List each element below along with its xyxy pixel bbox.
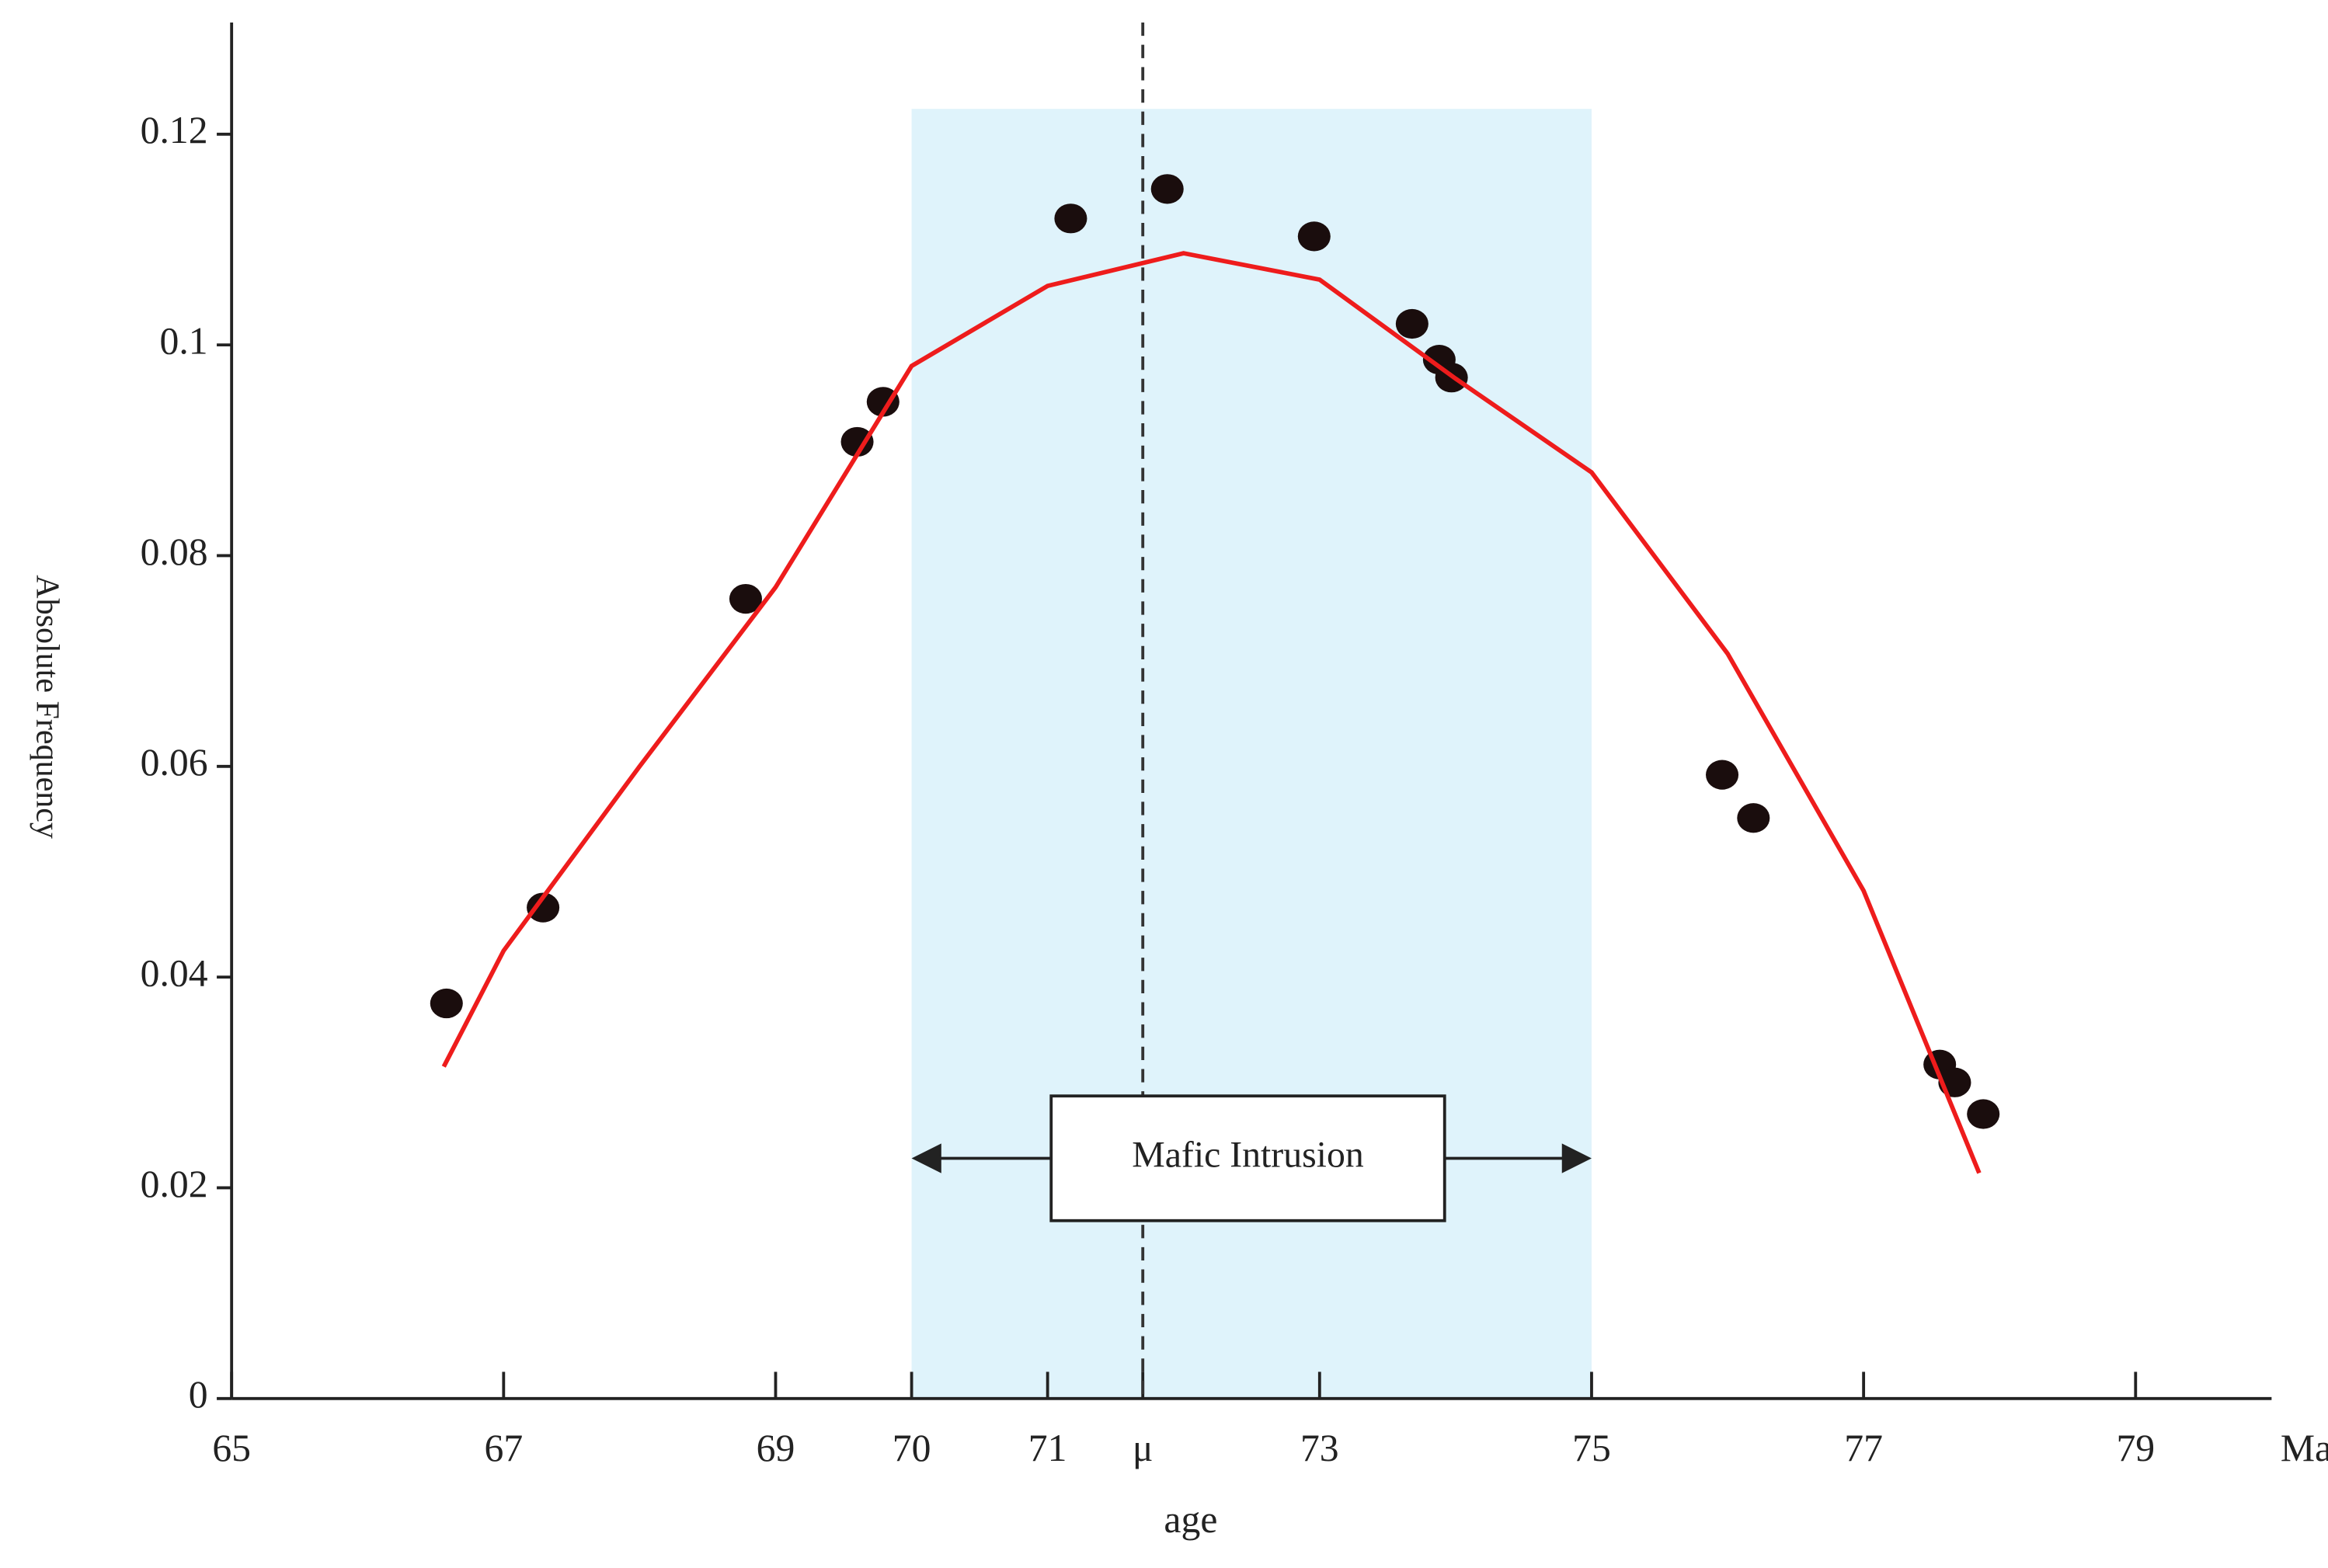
x-tick-label: 71: [1028, 1427, 1067, 1469]
x-tick-label: μ: [1133, 1427, 1154, 1469]
annotation-text: Mafic Intrusion: [1132, 1134, 1364, 1175]
data-point: [1967, 1099, 2000, 1129]
annotation-box: [1049, 1094, 1446, 1222]
x-tick-label: 70: [893, 1427, 931, 1469]
x-tick-label: 65: [212, 1427, 251, 1469]
x-tick-label: 79: [2116, 1427, 2155, 1469]
x-tick-label: 73: [1300, 1427, 1339, 1469]
x-tick-label: 67: [484, 1427, 523, 1469]
data-point: [1054, 203, 1087, 234]
data-point: [866, 387, 900, 417]
data-point: [1737, 803, 1770, 833]
x-tick-label: 69: [757, 1427, 795, 1469]
data-point: [1395, 308, 1428, 339]
x-axis-unit: Ma: [2281, 1427, 2328, 1469]
y-tick-label: 0: [189, 1373, 208, 1416]
fit-curve: [441, 251, 1982, 1174]
y-tick-label: 0.02: [141, 1163, 208, 1205]
y-tick-label: 0.06: [141, 741, 208, 784]
data-point: [1706, 760, 1739, 790]
y-tick-label: 0.12: [141, 109, 208, 151]
x-tick-label: 77: [1844, 1427, 1883, 1469]
data-point: [1297, 221, 1331, 252]
x-axis-label: age: [1164, 1498, 1217, 1541]
data-point: [1150, 174, 1184, 204]
y-tick-label: 0.08: [141, 530, 208, 573]
x-tick-label: 75: [1572, 1427, 1611, 1469]
y-tick-label: 0.04: [141, 952, 208, 995]
data-point: [430, 988, 463, 1019]
arrow-head: [911, 1143, 941, 1173]
data-point: [729, 583, 762, 614]
data-point: [840, 426, 874, 457]
y-tick-label: 0.1: [159, 320, 207, 363]
y-axis-label: Absolute Frequency: [30, 575, 65, 839]
data-point: [527, 892, 560, 923]
arrow-head: [1561, 1143, 1592, 1173]
